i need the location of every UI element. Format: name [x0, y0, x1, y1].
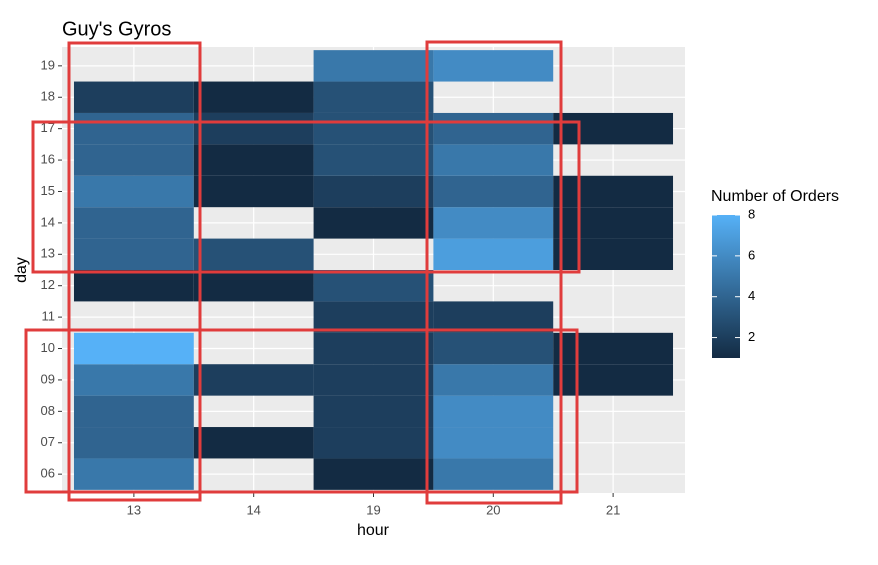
y-tick-label: 11: [42, 309, 56, 324]
colorbar-tick-label: 2: [748, 329, 755, 344]
cell: [313, 50, 434, 82]
cell: [433, 238, 554, 270]
x-tick-label: 20: [486, 502, 500, 517]
cell: [553, 332, 674, 365]
cell: [73, 175, 194, 208]
y-tick-label: 08: [41, 403, 55, 418]
cell: [73, 207, 194, 239]
x-tick-label: 21: [606, 502, 620, 517]
annotations: [24, 40, 581, 505]
cell: [73, 364, 194, 396]
cell: [193, 238, 314, 270]
y-tick-label: 14: [41, 214, 55, 229]
x-tick-label: 19: [366, 502, 380, 517]
cell: [553, 238, 674, 270]
cell: [313, 144, 434, 176]
cell: [433, 395, 554, 428]
highlight-box: [24, 328, 579, 494]
colorbar-tick-label: 6: [748, 247, 755, 262]
y-tick-label: 12: [41, 277, 55, 292]
cell: [313, 175, 434, 208]
cell: [553, 112, 674, 145]
cell: [433, 332, 554, 365]
cell: [73, 427, 194, 459]
y-tick-label: 13: [41, 246, 55, 261]
cell: [553, 175, 674, 208]
cell: [193, 175, 314, 208]
cell: [313, 301, 434, 333]
cell: [193, 112, 314, 145]
y-tick-label: 15: [41, 183, 55, 198]
cell: [73, 81, 194, 113]
cell: [193, 270, 314, 302]
cell: [313, 207, 434, 239]
y-axis-label: day: [13, 257, 30, 283]
cell: [193, 427, 314, 459]
cell: [433, 144, 554, 176]
y-tick-label: 17: [41, 120, 55, 135]
x-tick-label: 14: [246, 502, 260, 517]
cell: [313, 81, 434, 113]
chart-title: Guy's Gyros: [62, 18, 171, 40]
legend-title: Number of Orders: [711, 188, 839, 205]
cell: [433, 175, 554, 208]
cell: [433, 364, 554, 396]
x-tick-label: 13: [127, 502, 141, 517]
cells: [62, 47, 685, 493]
y-tick-label: 19: [41, 57, 55, 72]
cell: [193, 81, 314, 113]
cell: [313, 395, 434, 428]
cell: [433, 458, 554, 490]
cell: [73, 112, 194, 145]
cell: [433, 207, 554, 239]
cell: [193, 364, 314, 396]
cell: [433, 427, 554, 459]
highlight-box: [31, 120, 581, 274]
y-tick-label: 09: [41, 371, 55, 386]
cell: [433, 301, 554, 333]
cell: [313, 364, 434, 396]
cell: [553, 207, 674, 239]
cell: [433, 50, 554, 82]
cell: [73, 395, 194, 428]
colorbar-tick-label: 4: [748, 288, 755, 303]
cell: [73, 332, 194, 365]
colorbar-tick-label: 8: [748, 206, 755, 221]
cell: [313, 332, 434, 365]
cell: [313, 112, 434, 145]
cell: [313, 458, 434, 490]
y-tick-label: 10: [41, 340, 55, 355]
cell: [73, 238, 194, 270]
cell: [313, 270, 434, 302]
y-tick-label: 07: [41, 434, 55, 449]
cell: [313, 427, 434, 459]
colorbar: [712, 215, 740, 358]
y-tick-label: 18: [41, 89, 55, 104]
y-tick-label: 06: [41, 466, 55, 481]
cell: [73, 270, 194, 302]
cell: [73, 144, 194, 176]
cell: [193, 144, 314, 176]
cell: [73, 458, 194, 490]
cell: [553, 364, 674, 396]
y-tick-label: 16: [41, 152, 55, 167]
x-axis-label: hour: [357, 522, 390, 539]
cell: [433, 112, 554, 145]
